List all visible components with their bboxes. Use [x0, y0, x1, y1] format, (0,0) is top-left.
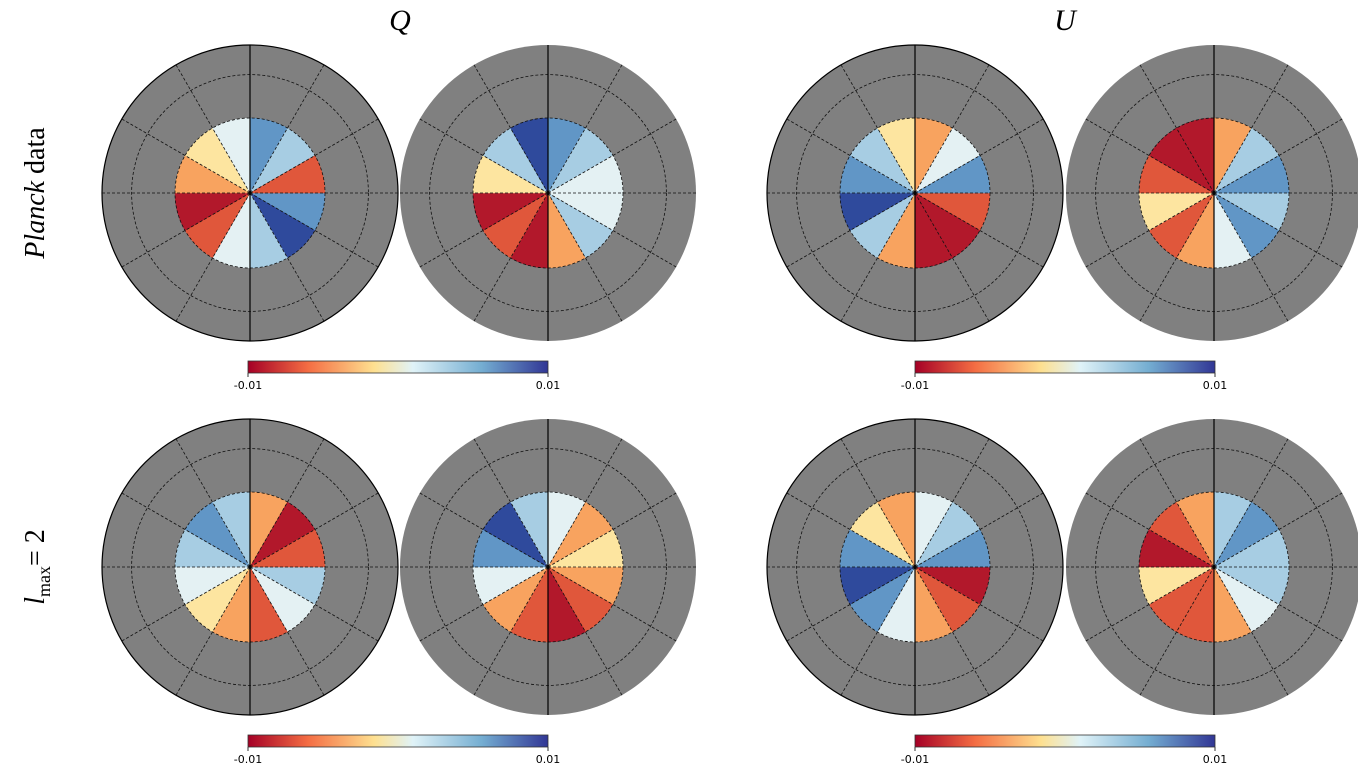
- column-title: Q: [389, 4, 411, 37]
- colorbar-max-label: 0.01: [1203, 379, 1228, 392]
- polar-map: [767, 419, 1063, 715]
- colorbar-min-label: -0.01: [234, 753, 262, 766]
- colorbar-min-label: -0.01: [901, 753, 929, 766]
- row-label-italic: Planck: [20, 180, 51, 259]
- polar-map: [400, 419, 696, 715]
- polar-map: [1066, 45, 1358, 341]
- row-label-text: = 2: [20, 529, 51, 566]
- row-label-subscript: max: [34, 566, 54, 597]
- row-label: Planck data: [20, 127, 51, 260]
- colorbar: [248, 361, 548, 373]
- colorbar: [915, 361, 1215, 373]
- row-label: lmax= 2: [20, 529, 54, 605]
- colorbar-max-label: 0.01: [1203, 753, 1228, 766]
- colorbar-max-label: 0.01: [536, 379, 561, 392]
- polar-map: [1066, 419, 1358, 715]
- colorbar-max-label: 0.01: [536, 753, 561, 766]
- colorbar-min-label: -0.01: [234, 379, 262, 392]
- colorbar: [248, 735, 548, 747]
- colorbar: [915, 735, 1215, 747]
- polar-map: [400, 45, 696, 341]
- figure: Q U Planck data lmax= 2 -0.01 0.01 -0.01 0.…: [0, 0, 1358, 771]
- colorbar-min-label: -0.01: [901, 379, 929, 392]
- polar-map: [102, 45, 398, 341]
- polar-map: [102, 419, 398, 715]
- column-title: U: [1054, 4, 1078, 37]
- row-label-text: data: [20, 127, 51, 174]
- polar-map: [767, 45, 1063, 341]
- maps: [102, 45, 1358, 715]
